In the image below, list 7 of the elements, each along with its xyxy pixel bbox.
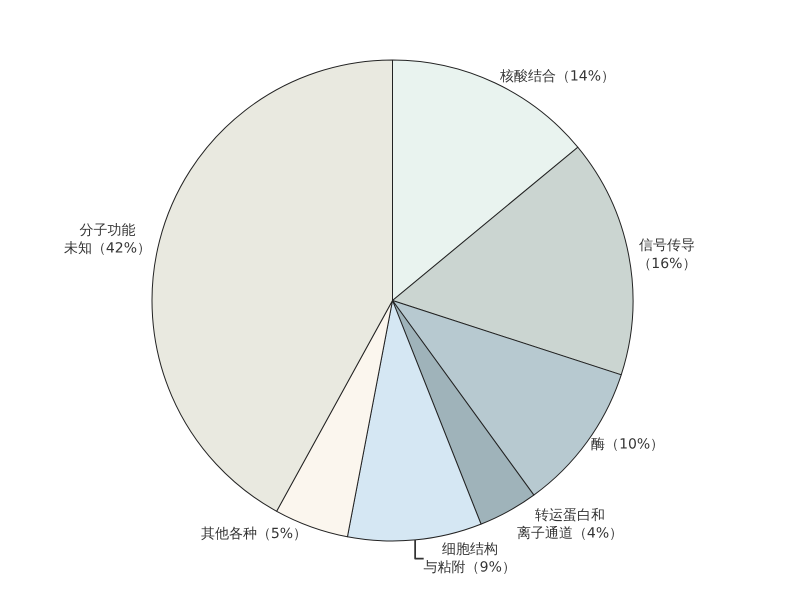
slice-label: 转运蛋白和离子通道（4%） — [516, 507, 624, 542]
slice-label: 核酸结合（14%） — [498, 68, 616, 84]
slice-label: 分子功能未知（42%） — [64, 222, 152, 257]
slice-label: 其他各种（5%） — [200, 526, 308, 542]
slice-label: 细胞结构与粘附（9%） — [424, 541, 516, 576]
slice-label: 信号传导（16%） — [637, 238, 696, 272]
slice-label: 酶（10%） — [591, 436, 664, 453]
